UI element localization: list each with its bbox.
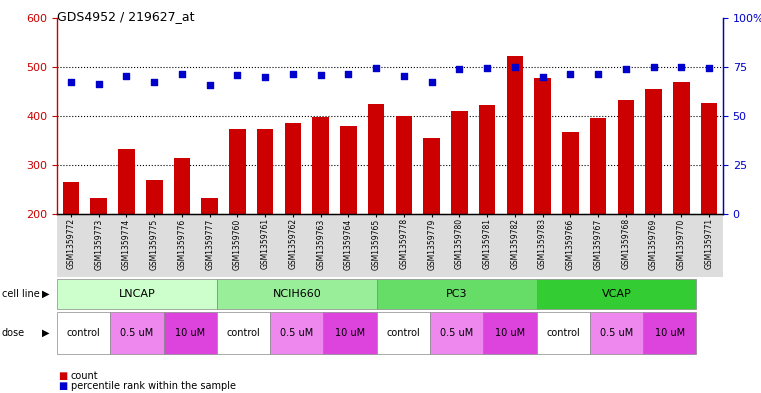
Point: [509, 64, 521, 70]
Bar: [645, 89, 662, 312]
Point: [425, 78, 438, 84]
Point: [619, 66, 632, 72]
Text: 0.5 uM: 0.5 uM: [440, 328, 473, 338]
Bar: [118, 149, 135, 312]
Text: 10 uM: 10 uM: [175, 328, 205, 338]
Text: control: control: [387, 328, 420, 338]
Text: PC3: PC3: [446, 289, 467, 299]
Point: [537, 73, 549, 80]
Text: dose: dose: [2, 328, 24, 338]
Bar: [562, 132, 578, 312]
Point: [592, 71, 604, 77]
Point: [314, 72, 326, 78]
Bar: [174, 158, 190, 312]
Bar: [146, 180, 163, 312]
Point: [370, 64, 382, 71]
Point: [675, 64, 687, 70]
Bar: [479, 105, 495, 312]
Text: VCAP: VCAP: [601, 289, 632, 299]
Bar: [701, 103, 718, 312]
Text: 0.5 uM: 0.5 uM: [120, 328, 154, 338]
Bar: [673, 81, 689, 312]
Bar: [256, 129, 273, 312]
Text: GDS4952 / 219627_at: GDS4952 / 219627_at: [57, 10, 195, 23]
Point: [342, 71, 355, 77]
Text: control: control: [546, 328, 580, 338]
Text: count: count: [71, 371, 98, 382]
Text: 10 uM: 10 uM: [495, 328, 525, 338]
Bar: [590, 118, 607, 312]
Bar: [368, 104, 384, 312]
Point: [648, 64, 660, 70]
Text: 10 uM: 10 uM: [654, 328, 685, 338]
Point: [398, 72, 410, 79]
Point: [703, 64, 715, 71]
Text: ▶: ▶: [42, 328, 49, 338]
Bar: [451, 111, 468, 312]
Point: [454, 66, 466, 72]
Text: 0.5 uM: 0.5 uM: [600, 328, 633, 338]
Text: NCIH660: NCIH660: [272, 289, 321, 299]
Bar: [285, 123, 301, 312]
Text: LNCAP: LNCAP: [119, 289, 155, 299]
Point: [204, 82, 216, 88]
Text: control: control: [227, 328, 260, 338]
Bar: [312, 118, 329, 312]
Bar: [396, 116, 412, 312]
Bar: [229, 129, 246, 312]
Text: control: control: [67, 328, 100, 338]
Bar: [534, 77, 551, 312]
Text: 0.5 uM: 0.5 uM: [280, 328, 314, 338]
Point: [259, 73, 271, 80]
Text: ▶: ▶: [42, 289, 49, 299]
Point: [287, 71, 299, 77]
Point: [93, 81, 105, 87]
Bar: [617, 100, 634, 312]
Point: [481, 64, 493, 71]
Text: cell line: cell line: [2, 289, 40, 299]
Point: [120, 72, 132, 79]
Text: 10 uM: 10 uM: [335, 328, 365, 338]
Bar: [62, 182, 79, 312]
Point: [176, 71, 188, 77]
Point: [148, 78, 161, 84]
Point: [564, 71, 576, 77]
Point: [65, 78, 77, 84]
Text: ■: ■: [59, 371, 68, 382]
Bar: [423, 138, 440, 312]
Bar: [202, 198, 218, 312]
Bar: [91, 198, 107, 312]
Bar: [507, 56, 523, 312]
Text: percentile rank within the sample: percentile rank within the sample: [71, 381, 236, 391]
Bar: [340, 126, 357, 312]
Text: ■: ■: [59, 381, 68, 391]
Point: [231, 72, 244, 78]
